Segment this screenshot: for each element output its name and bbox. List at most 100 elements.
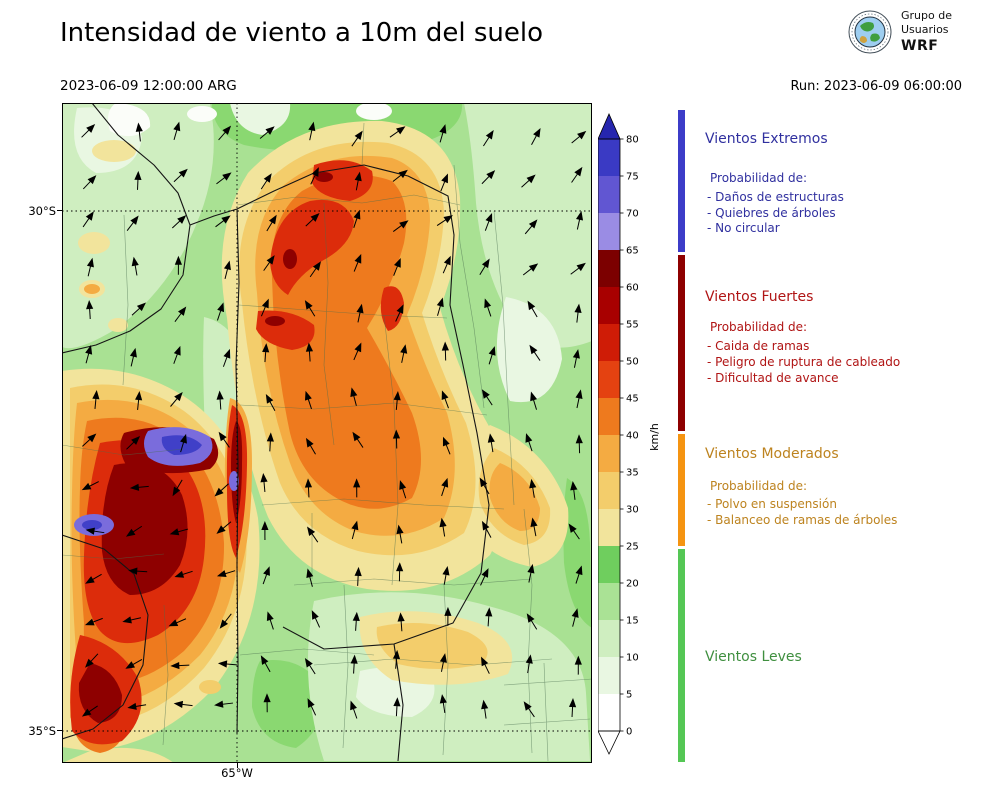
colorbar-tick-label: 20 — [626, 579, 639, 590]
wind-arrow — [400, 344, 408, 363]
wind-arrow — [217, 660, 237, 668]
wind-arrow — [85, 573, 102, 584]
colorbar-tick-label: 80 — [626, 135, 639, 146]
wind-arrow — [310, 167, 319, 185]
wind-arrow — [479, 477, 490, 495]
wind-arrow — [216, 172, 232, 185]
wind-arrow — [216, 390, 224, 410]
colorbar-segment — [598, 287, 620, 324]
wind-arrow — [260, 655, 271, 673]
wind-arrow — [441, 390, 449, 409]
wind-arrow — [126, 435, 141, 450]
wind-arrow — [395, 304, 404, 322]
wind-arrow — [125, 659, 143, 669]
lat-tick-35s — [57, 730, 62, 731]
wind-arrow — [570, 480, 578, 500]
legend-bar — [678, 434, 685, 546]
wind-arrow — [171, 215, 187, 229]
wind-arrow — [353, 253, 362, 272]
wind-arrow — [350, 654, 358, 674]
wind-arrow — [351, 520, 359, 540]
wind-arrow — [81, 705, 98, 717]
wind-arrow — [574, 655, 582, 675]
lon-tick-65w — [237, 763, 238, 768]
wind-arrow — [306, 568, 314, 587]
wind-arrow — [393, 258, 401, 276]
wind-arrow — [131, 302, 146, 316]
colorbar-segment — [598, 583, 620, 620]
wind-arrow — [525, 654, 533, 674]
wind-arrow — [350, 700, 358, 719]
legend-item: - Caida de ramas — [707, 339, 810, 353]
wind-arrow — [169, 528, 189, 536]
colorbar-segment — [598, 694, 620, 731]
wind-arrow — [308, 121, 316, 141]
colorbar-tick-label: 70 — [626, 209, 639, 220]
wind-arrow — [173, 168, 188, 183]
wind-arrow — [129, 483, 149, 491]
wind-arrow — [396, 562, 404, 582]
colorbar-tick-label: 40 — [626, 431, 639, 442]
wind-arrow — [262, 566, 270, 585]
logo-line2: Usuarios — [901, 22, 949, 36]
colorbar-tick-label: 5 — [626, 690, 632, 701]
wind-arrow — [575, 565, 583, 584]
wind-arrow — [396, 524, 404, 544]
colorbar-tick-label: 25 — [626, 542, 639, 553]
wind-arrow — [575, 434, 583, 454]
wind-arrow — [86, 257, 94, 277]
wind-arrow — [180, 433, 187, 453]
wind-arrow — [399, 480, 407, 499]
wind-arrow — [479, 258, 490, 276]
colorbar-tick-label: 30 — [626, 505, 639, 516]
colorbar-segment — [598, 435, 620, 472]
wind-arrow — [389, 126, 406, 138]
wind-arrow — [481, 170, 496, 185]
wind-arrow — [173, 700, 193, 709]
legend-item: - Polvo en suspensión — [707, 497, 837, 511]
page-title: Intensidad de viento a 10m del suelo — [60, 18, 544, 48]
wind-arrow — [81, 124, 96, 138]
legend-item: - Peligro de ruptura de cableado — [707, 355, 901, 369]
wind-arrow — [522, 263, 539, 276]
wind-arrow — [483, 129, 494, 147]
wind-arrow — [172, 479, 183, 497]
wind-arrow — [129, 347, 137, 367]
wind-arrow — [521, 174, 536, 188]
wind-speed-field — [62, 102, 592, 763]
wind-arrow — [82, 433, 97, 447]
legend-item: - Quiebres de árboles — [707, 205, 836, 220]
wind-arrow — [218, 125, 232, 141]
colorbar: 0 5 10 15 20 25 30 35 40 45 50 55 60 65 70 75 80 — [598, 113, 639, 755]
wind-arrow — [571, 130, 587, 144]
colorbar-tick-label: 35 — [626, 468, 639, 479]
wind-arrow — [525, 433, 533, 452]
colorbar-segment — [598, 324, 620, 361]
legend-title: Vientos Extremos — [705, 131, 828, 147]
wind-arrow — [85, 344, 93, 364]
legend-prob-label: Probabilidad de: — [710, 320, 808, 334]
wind-arrow — [266, 214, 277, 232]
wind-arrow — [572, 349, 580, 368]
lat-label-30s: 30°S — [28, 204, 56, 218]
colorbar-tick-label: 65 — [626, 246, 639, 257]
wind-arrow — [126, 215, 139, 231]
wind-arrow — [484, 298, 492, 317]
lon-label-65w: 65°W — [221, 766, 253, 780]
wind-map — [61, 102, 593, 763]
wind-arrow — [304, 390, 312, 410]
wind-arrow — [350, 387, 358, 406]
colorbar-tick-label: 50 — [626, 357, 639, 368]
wind-arrow — [444, 606, 452, 626]
wind-arrow — [571, 166, 583, 183]
wind-arrow — [393, 391, 401, 411]
legend-item: - No circular — [707, 221, 780, 235]
colorbar-segment — [598, 620, 620, 657]
province-borders — [61, 102, 490, 762]
legend-prob-label: Probabilidad de: — [710, 171, 808, 185]
wind-arrow — [216, 570, 236, 578]
colorbar-tick-label: 45 — [626, 394, 639, 405]
wind-arrow — [392, 220, 409, 232]
globe-icon — [848, 10, 892, 54]
